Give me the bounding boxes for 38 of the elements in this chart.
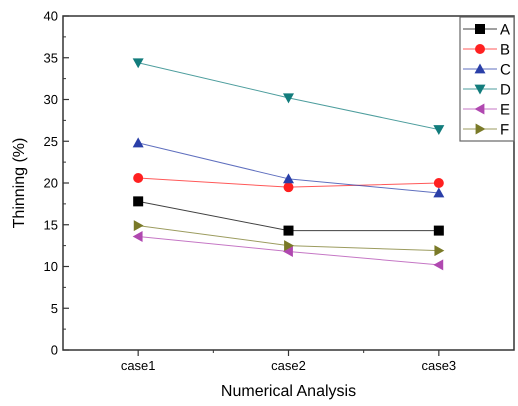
- y-axis-title: Thinning (%): [11, 138, 28, 228]
- legend-label: A: [500, 21, 510, 38]
- y-tick-label: 20: [44, 176, 58, 191]
- point: [433, 188, 444, 198]
- x-axis-title: Numerical Analysis: [220, 383, 356, 400]
- x-tick-label: case3: [421, 358, 456, 373]
- point: [434, 245, 444, 256]
- point: [434, 226, 444, 236]
- point: [283, 246, 293, 257]
- y-tick-label: 25: [44, 134, 58, 149]
- point: [132, 137, 144, 148]
- y-tick-label: 40: [44, 8, 58, 24]
- legend-label: F: [500, 121, 510, 138]
- point: [133, 173, 144, 183]
- point: [283, 173, 294, 184]
- legend-label: E: [500, 101, 510, 118]
- x-tick-label: case1: [120, 358, 156, 373]
- point: [434, 178, 444, 188]
- y-tick-label: 5: [50, 300, 58, 316]
- point: [132, 230, 143, 242]
- x-tick-label: case2: [271, 358, 306, 373]
- y-tick-label: 35: [44, 50, 58, 66]
- legend-label: D: [500, 81, 511, 98]
- point: [133, 196, 144, 206]
- y-tick-label: 10: [44, 259, 58, 274]
- point: [283, 93, 294, 104]
- point: [284, 226, 294, 236]
- point: [433, 259, 444, 270]
- point: [134, 220, 144, 232]
- y-tick-label: 0: [50, 342, 58, 358]
- point: [433, 125, 444, 136]
- legend-label: B: [500, 41, 510, 58]
- y-tick-label: 30: [44, 92, 58, 108]
- y-tick-label: 15: [44, 217, 58, 232]
- legend-label: C: [500, 61, 511, 78]
- point: [284, 240, 294, 252]
- point: [284, 182, 294, 192]
- point: [132, 58, 144, 68]
